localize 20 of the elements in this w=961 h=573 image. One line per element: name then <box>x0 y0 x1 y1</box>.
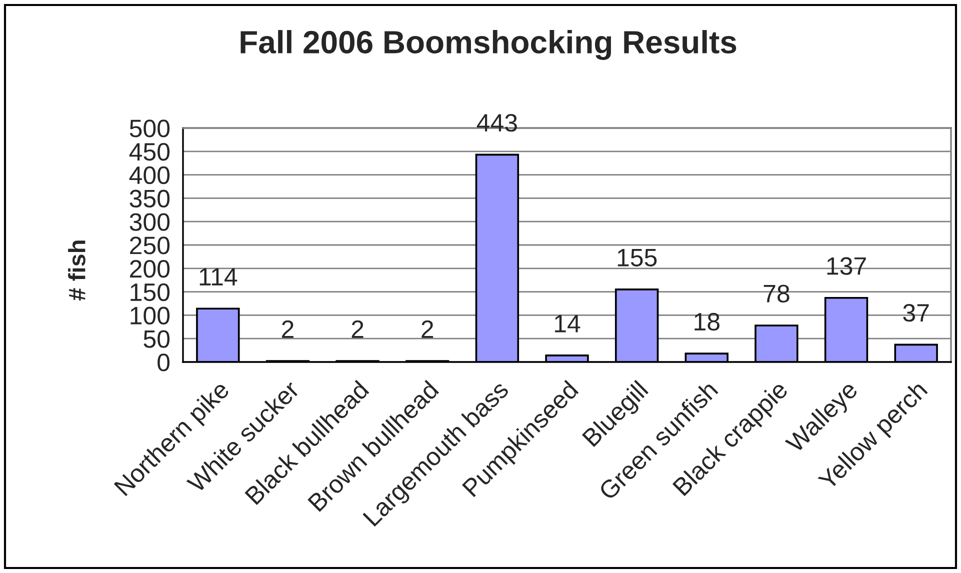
data-label: 155 <box>618 249 657 266</box>
data-label: 2 <box>352 320 364 338</box>
y-tick-label: 250 <box>130 236 170 254</box>
data-label: 18 <box>694 312 720 331</box>
chart-title: Fall 2006 Boomshocking Results <box>240 30 736 60</box>
y-tick-label: 0 <box>158 354 170 372</box>
y-tick-label: 350 <box>130 190 170 208</box>
y-tick-label: 500 <box>130 120 170 138</box>
y-axis-title: # fish <box>68 240 86 300</box>
y-tick-label: 50 <box>144 330 170 348</box>
data-label: 2 <box>422 320 434 338</box>
y-tick-label: 450 <box>129 143 170 161</box>
data-label: 14 <box>555 315 580 332</box>
y-tick-label: 100 <box>130 306 170 325</box>
data-label: 114 <box>200 268 238 286</box>
data-label: 2 <box>282 320 294 338</box>
y-tick-label: 400 <box>129 166 170 184</box>
y-tick-label: 200 <box>130 260 170 278</box>
y-tick-label: 150 <box>130 283 170 302</box>
y-tick-label: 300 <box>130 213 170 231</box>
